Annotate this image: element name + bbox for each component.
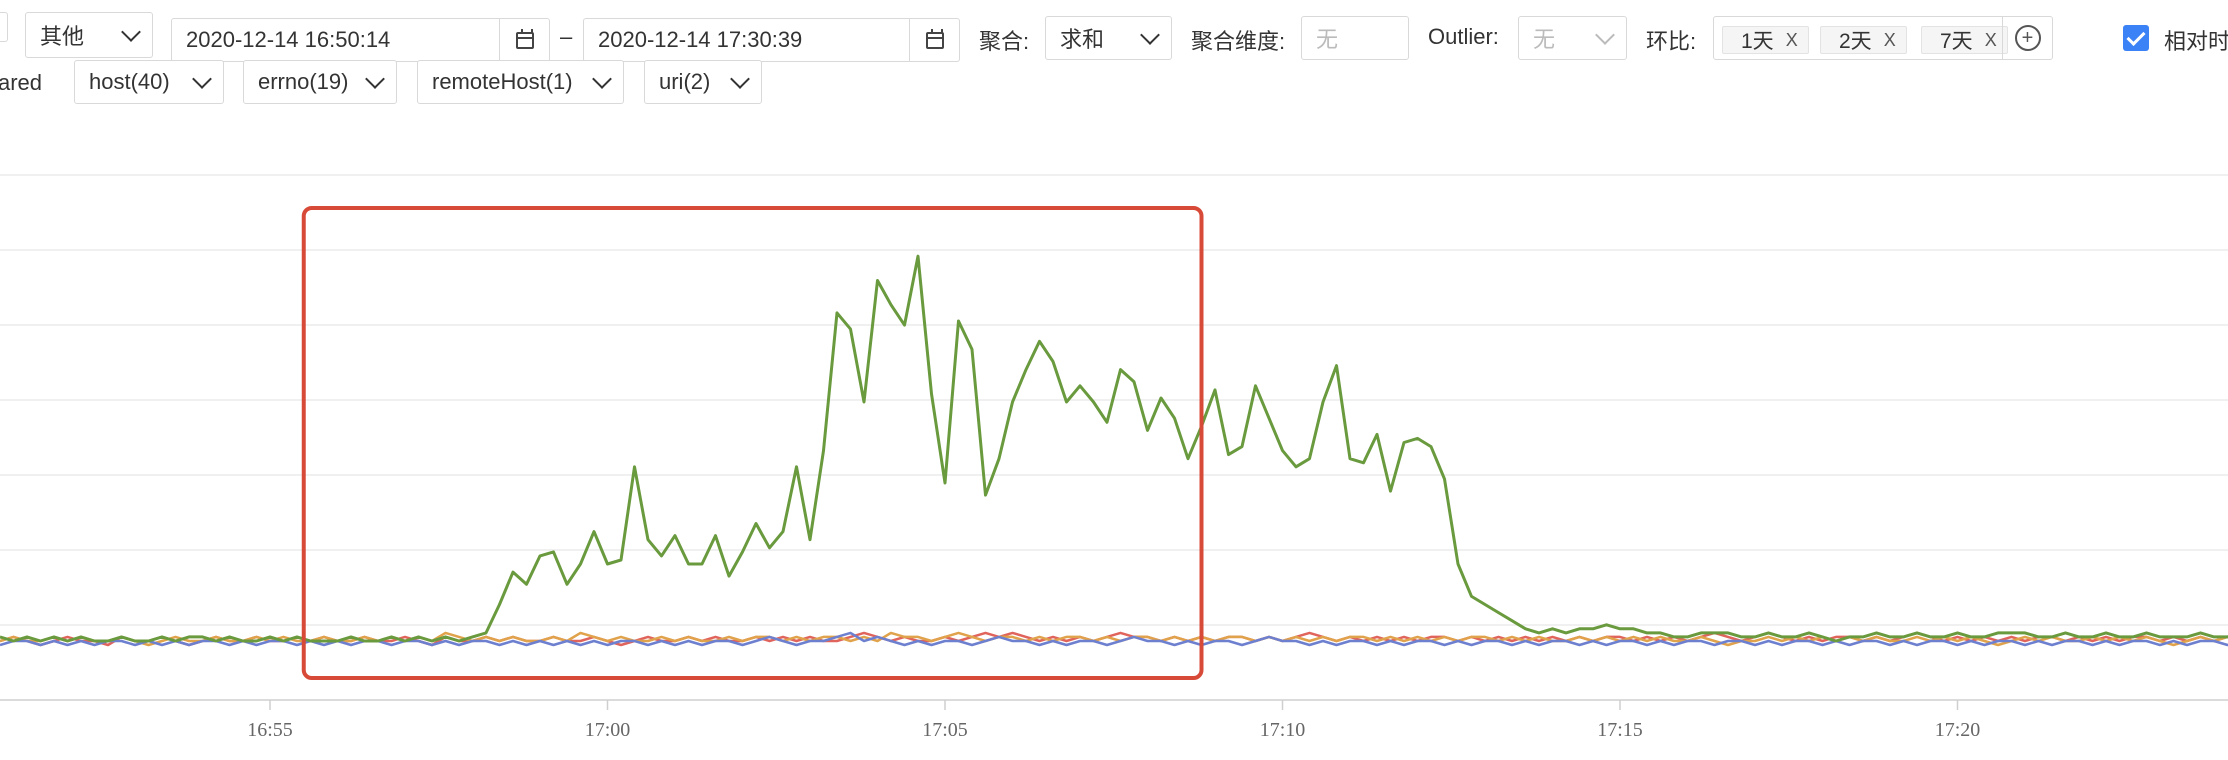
compare-tag-label: 7天 — [1940, 30, 1973, 53]
compare-label: 环比: — [1646, 29, 1697, 54]
x-tick-label: 17:00 — [585, 719, 631, 741]
chart-series — [0, 254, 2228, 647]
close-icon[interactable]: X — [1984, 29, 1997, 50]
x-tick-label: 17:05 — [922, 719, 968, 741]
anomaly-highlight-box — [301, 206, 1204, 680]
compare-tag-7d[interactable]: 7天 X — [1921, 26, 2008, 54]
category-select-value: 其他 — [40, 24, 85, 49]
dimension-select-label: host(40) — [89, 69, 170, 94]
end-time-value: 2020-12-14 17:30:39 — [598, 27, 803, 52]
dimension-select-label: remoteHost(1) — [432, 69, 573, 94]
start-time-value: 2020-12-14 16:50:14 — [186, 27, 391, 52]
chart-grid — [0, 174, 2228, 701]
dimension-partial-label: ared — [0, 70, 43, 95]
outlier-select-value: 无 — [1533, 27, 1556, 52]
time-range-separator: – — [560, 24, 573, 49]
aggregate-select[interactable]: 求和 — [1045, 16, 1172, 60]
compare-tag-label: 1天 — [1741, 30, 1774, 53]
compare-tag-2d[interactable]: 2天 X — [1820, 26, 1907, 54]
aggregate-dimension-label: 聚合维度: — [1191, 29, 1286, 54]
calendar-icon — [515, 28, 534, 49]
series-line-green — [0, 254, 2228, 643]
compare-tag-label: 2天 — [1839, 30, 1872, 53]
aggregate-dimension-placeholder: 无 — [1316, 27, 1339, 52]
dimension-select-host[interactable]: host(40) — [74, 60, 224, 104]
outlier-label: Outlier: — [1428, 24, 1499, 49]
aggregate-dimension-input[interactable]: 无 — [1301, 16, 1409, 60]
partial-control-edge — [0, 12, 8, 42]
outlier-select[interactable]: 无 — [1518, 16, 1627, 60]
dimension-select-label: errno(19) — [258, 69, 349, 94]
close-icon[interactable]: X — [1785, 29, 1798, 50]
aggregate-label: 聚合: — [979, 29, 1030, 54]
relative-time-label: 相对时 — [2164, 29, 2228, 54]
dimension-select-remotehost[interactable]: remoteHost(1) — [417, 60, 624, 104]
x-axis: 16:55 17:00 17:05 17:10 17:15 17:20 — [247, 700, 1980, 741]
x-tick-label: 16:55 — [247, 719, 293, 741]
dimension-select-uri[interactable]: uri(2) — [644, 60, 762, 104]
x-tick-label: 17:15 — [1597, 719, 1643, 741]
add-compare-button[interactable]: + — [2002, 17, 2052, 59]
aggregate-select-value: 求和 — [1060, 27, 1105, 52]
plus-circle-icon: + — [2014, 25, 2041, 51]
dimension-select-errno[interactable]: errno(19) — [243, 60, 397, 104]
dimension-select-label: uri(2) — [659, 69, 711, 94]
end-calendar-button[interactable] — [909, 19, 959, 61]
x-tick-label: 17:20 — [1935, 719, 1981, 741]
series-line-blue — [0, 631, 2228, 647]
end-time-input[interactable]: 2020-12-14 17:30:39 — [583, 18, 960, 62]
start-calendar-button[interactable] — [499, 19, 549, 61]
category-select[interactable]: 其他 — [25, 12, 153, 58]
x-tick-label: 17:10 — [1260, 719, 1306, 741]
compare-tag-1d[interactable]: 1天 X — [1722, 26, 1809, 54]
series-line-red — [0, 631, 2228, 647]
calendar-icon — [925, 28, 944, 49]
close-icon[interactable]: X — [1883, 29, 1896, 50]
compare-tags-select[interactable]: 1天 X 2天 X 7天 X + — [1713, 16, 2053, 60]
relative-time-checkbox[interactable] — [2123, 25, 2149, 51]
